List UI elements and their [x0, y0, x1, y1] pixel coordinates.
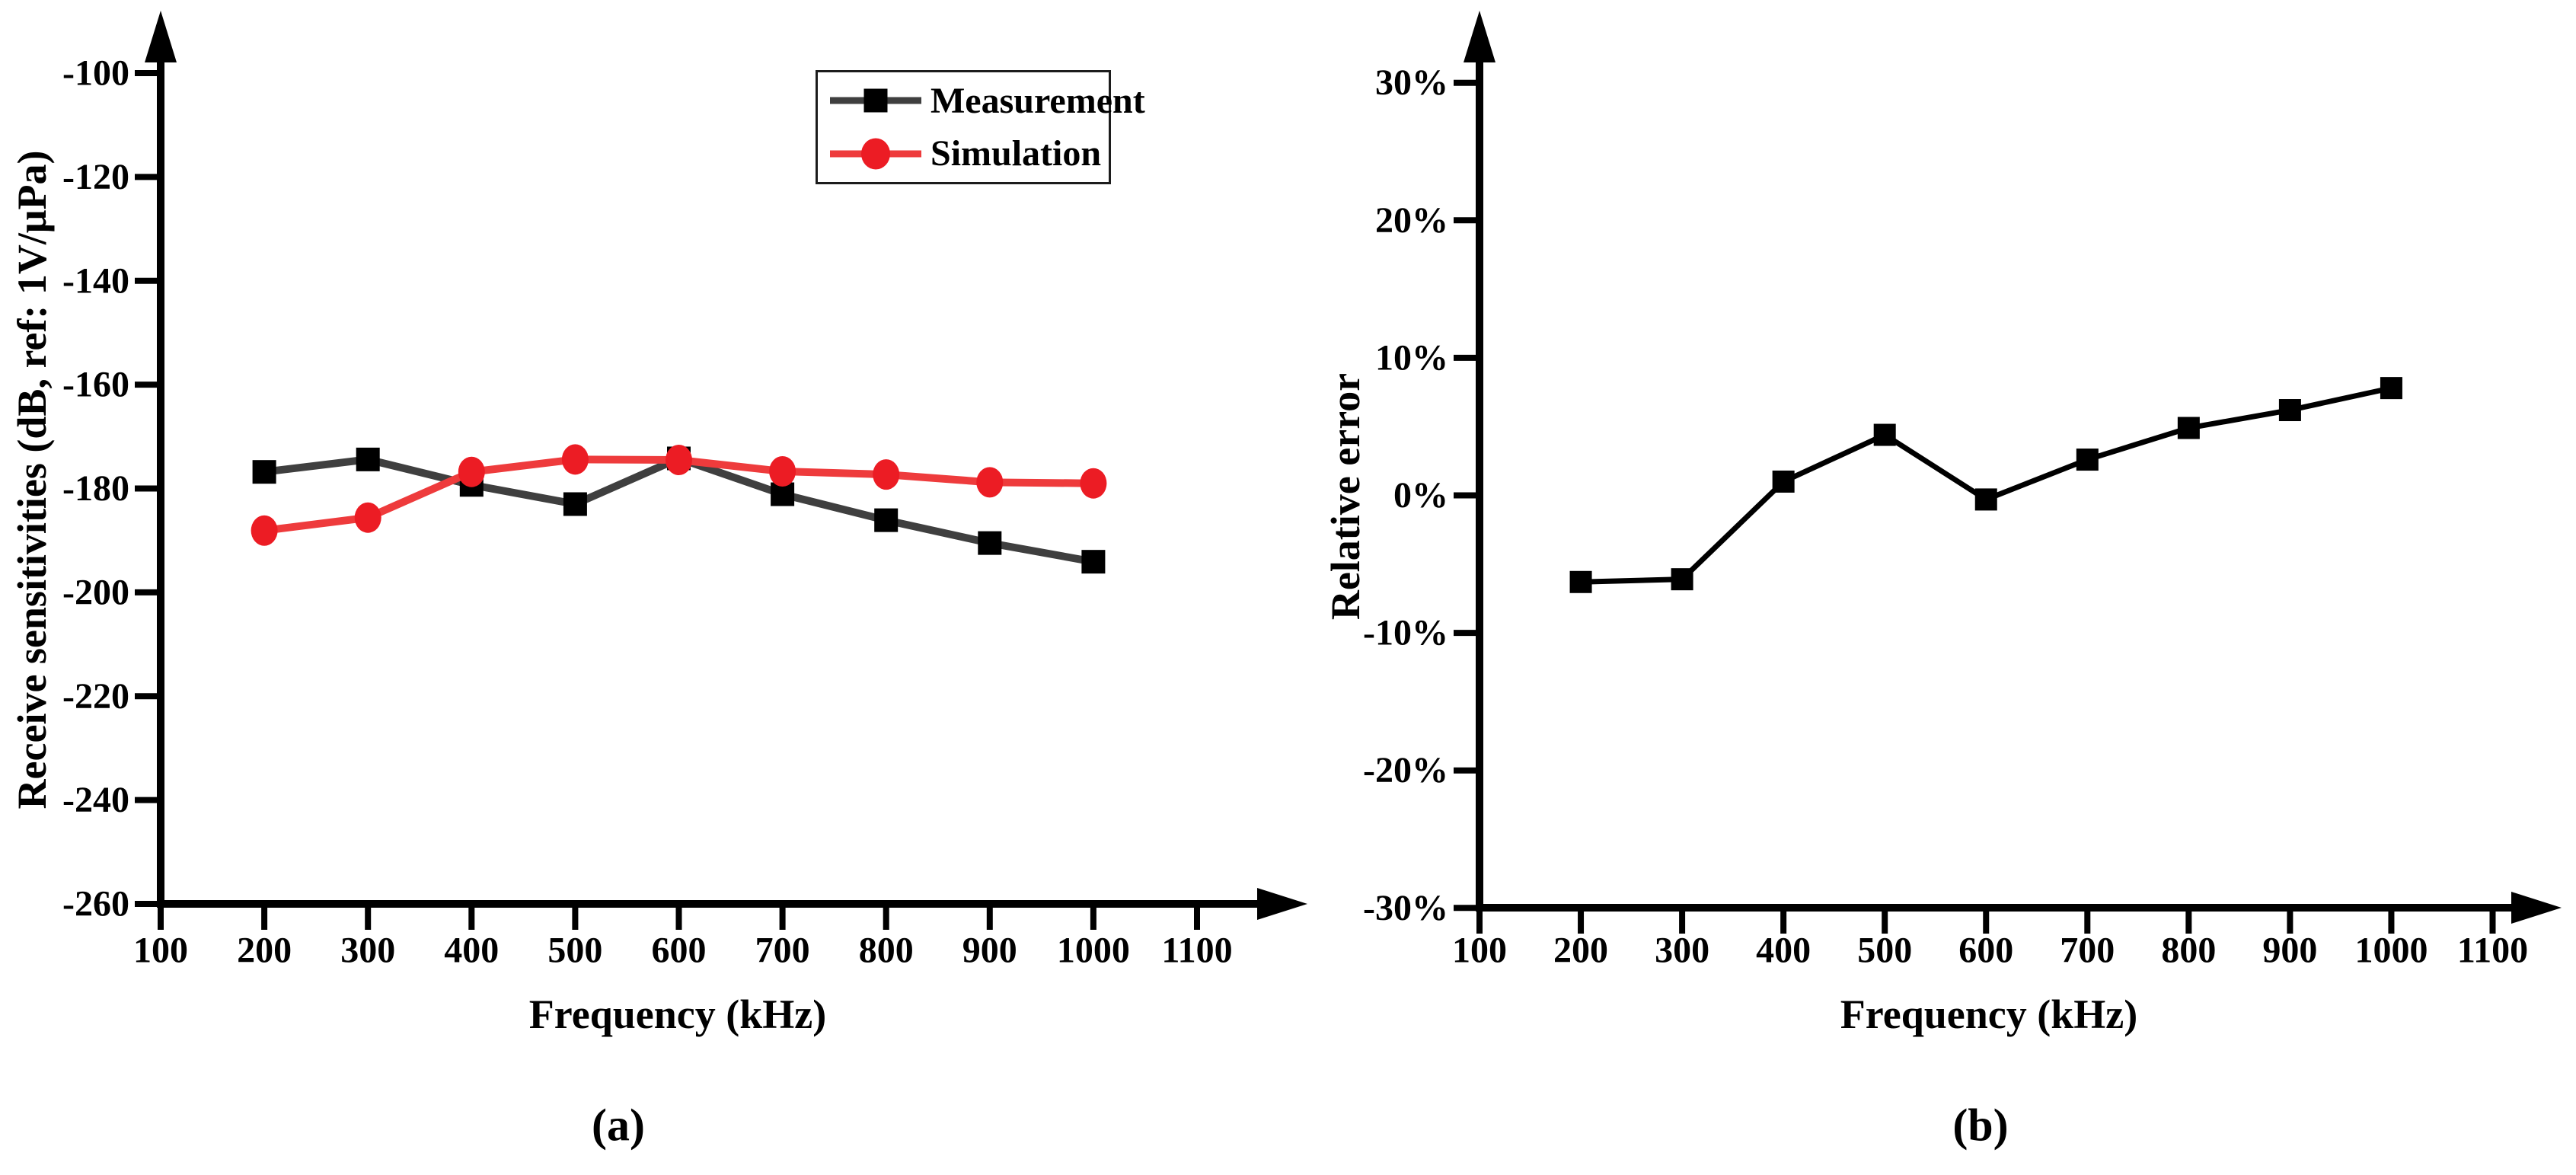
chart-a-x-axis-title: Frequency (kHz): [528, 991, 827, 1037]
circle-marker-icon: [666, 445, 692, 476]
x-tick-label: 900: [962, 931, 1017, 971]
x-tick-label: 300: [1655, 931, 1709, 971]
square-marker-icon: [978, 531, 1002, 555]
x-tick-label: 400: [1756, 931, 1811, 971]
legend-measurement-sample: [830, 82, 921, 119]
square-marker-icon: [2380, 377, 2402, 400]
legend-item-simulation: Simulation: [818, 129, 1109, 178]
chart-a-y-axis-title: Receive sensitivities (dB, ref: 1V/μPa): [9, 150, 55, 809]
y-axis-arrow-icon: [145, 11, 177, 62]
x-tick-label: 600: [652, 931, 707, 971]
circle-marker-icon: [458, 456, 485, 487]
simulation-circle-marker-icon: [861, 138, 890, 170]
square-marker-icon: [1569, 570, 1592, 593]
square-marker-icon: [356, 447, 380, 471]
legend-measurement-label: Measurement: [930, 80, 1145, 121]
y-tick-label: -20%: [1363, 750, 1448, 790]
y-tick-label: 20%: [1375, 200, 1448, 241]
x-tick-label: 600: [1958, 931, 2013, 971]
y-tick-label: -240: [62, 780, 129, 820]
square-marker-icon: [1772, 470, 1795, 493]
x-tick-label: 100: [133, 931, 188, 971]
circle-marker-icon: [1080, 468, 1107, 499]
square-marker-icon: [2278, 399, 2301, 422]
square-marker-icon: [563, 492, 587, 516]
y-tick-label: -220: [62, 676, 129, 717]
caption-b: (b): [1952, 1100, 2009, 1151]
x-tick-label: 1100: [1161, 931, 1232, 971]
x-tick-label: 1100: [2457, 931, 2528, 971]
y-tick-label: -160: [62, 365, 129, 405]
legend: Measurement Simulation: [816, 70, 1145, 184]
series-relative-error-line: [1580, 385, 2392, 585]
y-tick-label: -200: [62, 572, 129, 612]
x-tick-label: 200: [1553, 931, 1608, 971]
legend-simulation-sample: [830, 136, 921, 172]
square-marker-icon: [1974, 488, 1997, 511]
x-tick-label: 500: [547, 931, 602, 971]
square-marker-icon: [1671, 568, 1693, 591]
x-axis-arrow-icon: [1257, 888, 1307, 920]
chart-b-y-axis-title: Relative error: [1323, 372, 1368, 621]
measurement-square-marker-icon: [863, 88, 888, 113]
x-tick-label: 1000: [2354, 931, 2428, 971]
x-tick-label: 100: [1452, 931, 1507, 971]
circle-marker-icon: [251, 515, 278, 546]
square-marker-icon: [2076, 449, 2099, 471]
x-tick-label: 300: [340, 931, 395, 971]
x-tick-label: 200: [237, 931, 292, 971]
circle-marker-icon: [769, 456, 796, 487]
x-tick-label: 500: [1857, 931, 1912, 971]
legend-simulation-label: Simulation: [930, 133, 1102, 174]
square-marker-icon: [1873, 423, 1896, 446]
circle-marker-icon: [561, 444, 589, 475]
x-tick-label: 400: [444, 931, 499, 971]
circle-marker-icon: [873, 459, 900, 490]
x-tick-label: 800: [859, 931, 914, 971]
x-tick-label: 1000: [1057, 931, 1130, 971]
square-marker-icon: [252, 460, 276, 484]
square-marker-icon: [2177, 417, 2200, 439]
square-marker-icon: [1081, 550, 1106, 574]
circle-marker-icon: [354, 502, 381, 533]
square-marker-icon: [874, 508, 899, 532]
chart-b: 30% 20% 10% 0% -10% -20% -30%100 200 300 400 500 60…: [1363, 11, 2562, 971]
x-tick-label: 700: [755, 931, 810, 971]
y-tick-label: 10%: [1375, 337, 1448, 378]
x-axis-arrow-icon: [2511, 892, 2562, 924]
y-tick-label: -100: [62, 53, 129, 94]
y-tick-label: 30%: [1375, 62, 1448, 103]
y-tick-label: -120: [62, 157, 129, 197]
y-tick-label: -30%: [1363, 888, 1448, 928]
y-tick-label: -140: [62, 260, 129, 301]
chart-b-x-axis-title: Frequency (kHz): [1840, 991, 2138, 1037]
y-tick-label: -180: [62, 468, 129, 509]
y-tick-label: 0%: [1393, 475, 1448, 516]
x-tick-label: 900: [2262, 931, 2317, 971]
y-tick-label: -260: [62, 884, 129, 924]
legend-item-measurement: Measurement: [818, 76, 1145, 125]
caption-a: (a): [592, 1100, 645, 1151]
x-tick-label: 700: [2060, 931, 2115, 971]
x-tick-label: 800: [2161, 931, 2216, 971]
circle-marker-icon: [976, 467, 1004, 498]
y-axis-arrow-icon: [1464, 11, 1495, 62]
y-tick-label: -10%: [1363, 613, 1448, 653]
